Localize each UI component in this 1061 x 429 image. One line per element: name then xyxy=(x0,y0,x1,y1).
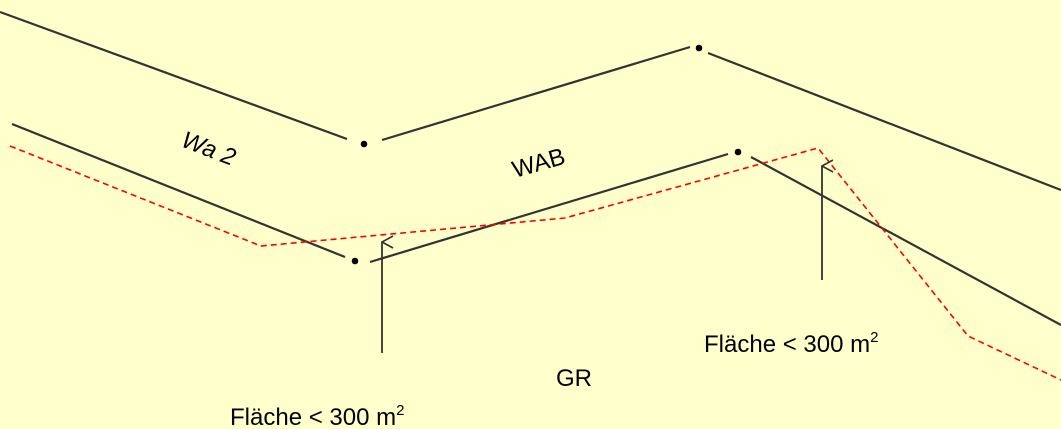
vertex-point xyxy=(734,148,742,156)
vertex-point xyxy=(360,140,368,148)
vertex-point xyxy=(695,44,703,52)
label-gr: GR xyxy=(556,365,592,392)
area-note-left: Fläche < 300 m2 xyxy=(230,402,404,429)
red-dashed-line xyxy=(9,145,1061,381)
vertex-point xyxy=(351,257,359,265)
lower-boundary-line xyxy=(11,122,1061,326)
label-wab: WAB xyxy=(509,143,568,184)
label-wa2: Wa 2 xyxy=(178,126,240,171)
upper-boundary-line xyxy=(0,10,1061,192)
area-note-right: Fläche < 300 m2 xyxy=(704,329,878,358)
